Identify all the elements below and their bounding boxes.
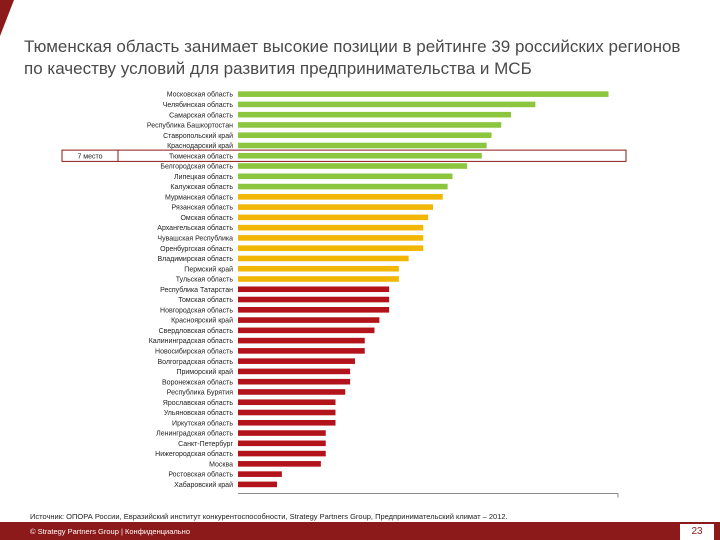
bar — [238, 337, 365, 344]
bar — [238, 419, 336, 426]
category-label: Белгородская область — [160, 163, 233, 171]
category-label: Хабаровский край — [174, 481, 233, 489]
category-label: Воронежская область — [162, 378, 233, 386]
bar — [238, 235, 424, 241]
category-label: Омская область — [180, 214, 233, 222]
bar — [238, 163, 468, 169]
category-label: Республика Бурятия — [167, 389, 233, 397]
category-label: Чувашская Республика — [157, 235, 233, 243]
bar — [238, 348, 365, 354]
bar — [238, 450, 326, 457]
category-label: Самарская область — [169, 111, 233, 119]
category-label: Липецкая область — [174, 173, 233, 181]
highlight-rank-box — [61, 149, 119, 162]
category-label: Ленинградская область — [156, 430, 233, 438]
category-label: Мурманская область — [165, 193, 233, 201]
category-label: Иркутская область — [172, 419, 233, 427]
bar — [238, 399, 336, 406]
category-label: Красноярский край — [171, 317, 233, 325]
category-label: Нижегородская область — [155, 450, 233, 458]
bar — [238, 194, 443, 200]
footer-text: © Strategy Partners Group | Конфиденциал… — [30, 527, 190, 536]
category-label: Калужская область — [170, 183, 233, 191]
bar — [238, 204, 433, 210]
category-label: Новгородская область — [160, 306, 233, 314]
bar — [238, 368, 351, 375]
category-label: Ульяновская область — [164, 409, 234, 417]
category-label: Ярославская область — [163, 399, 234, 407]
category-label: Тульская область — [176, 276, 234, 284]
highlight-rank-label: 7 место — [77, 153, 102, 160]
bar — [238, 152, 482, 159]
category-label: Пермский край — [184, 265, 233, 273]
bar — [238, 440, 326, 447]
bar — [238, 224, 424, 231]
bar — [238, 296, 390, 303]
bar — [238, 142, 487, 149]
category-label: Волгоградская область — [158, 358, 234, 366]
bar — [238, 132, 492, 139]
category-label: Свердловская область — [159, 327, 234, 335]
slide-title: Тюменская область занимает высокие позиц… — [24, 37, 681, 78]
bar — [238, 245, 424, 251]
page-number: 23 — [691, 526, 703, 537]
category-label: Московская область — [167, 91, 234, 99]
bar — [238, 378, 351, 385]
bar — [238, 461, 321, 467]
bar — [238, 111, 511, 118]
category-label: Тюменская область — [169, 152, 233, 160]
category-label: Челябинская область — [163, 101, 234, 109]
bar — [238, 430, 326, 436]
category-label: Санкт-Петербург — [178, 440, 233, 448]
category-label: Приморский край — [176, 368, 233, 376]
bar — [238, 358, 355, 364]
bar — [238, 255, 409, 262]
bar — [238, 276, 399, 282]
bar — [238, 183, 448, 190]
category-label: Москва — [209, 461, 233, 468]
category-label: Оренбургская область — [160, 245, 233, 253]
bar — [238, 286, 390, 293]
category-label: Рязанская область — [172, 204, 234, 212]
category-label: Томская область — [178, 296, 233, 304]
bar — [238, 471, 282, 477]
bar — [238, 101, 536, 108]
bar — [238, 389, 346, 395]
bar — [238, 214, 429, 221]
category-label: Калининградская область — [149, 337, 234, 345]
bar — [238, 91, 609, 97]
bar — [238, 122, 502, 128]
bar — [238, 307, 390, 313]
source-note: Источник: ОПОРА России, Евразийский инст… — [30, 512, 508, 521]
bar — [238, 409, 336, 416]
bar — [238, 317, 380, 323]
category-label: Ставропольский край — [163, 132, 233, 140]
category-label: Республика Башкортостан — [147, 122, 233, 130]
category-label: Владимирская область — [157, 255, 233, 263]
bar — [238, 265, 399, 272]
category-label: Ростовская область — [168, 471, 233, 479]
corner-accent — [0, 0, 14, 36]
footer-bar: © Strategy Partners Group | Конфиденциал… — [0, 522, 720, 540]
category-label: Краснодарский край — [167, 142, 233, 150]
page-number-box: 23 — [680, 524, 714, 540]
category-label: Новосибирская область — [155, 347, 233, 355]
bar — [238, 327, 375, 334]
bar — [238, 481, 277, 488]
bar — [238, 173, 453, 180]
category-label: Архангельская область — [157, 224, 233, 232]
category-label: Республика Татарстан — [160, 286, 233, 294]
